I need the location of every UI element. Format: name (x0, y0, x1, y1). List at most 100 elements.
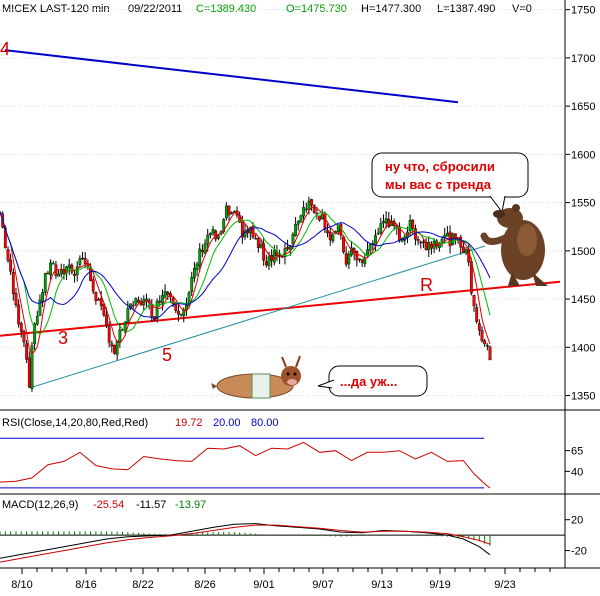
rsi-low-level: 20.00 (213, 417, 241, 429)
candle-body (89, 267, 92, 281)
x-tick-label: 8/16 (75, 579, 96, 591)
candle-body (344, 253, 348, 265)
candle-body (299, 215, 303, 223)
candle-body (443, 234, 447, 238)
candle-body (41, 292, 45, 302)
candle-body (43, 273, 47, 293)
candle-body (107, 326, 111, 343)
candle-body (382, 221, 385, 224)
candle-body (35, 315, 39, 325)
candle-body (408, 220, 412, 231)
label-R: R (420, 275, 433, 295)
macd-title-text: MACD(12,26,9) (2, 499, 78, 511)
candle-body (419, 241, 423, 244)
candle-body (352, 248, 356, 254)
price-tick-label: 1450 (571, 294, 595, 306)
candle-body (81, 257, 84, 260)
candle-body (14, 293, 18, 306)
price-tick-label: 1550 (571, 198, 595, 210)
ma-slow-line (0, 212, 491, 319)
candle-body (445, 233, 449, 237)
candle-body (461, 246, 465, 253)
candle-body (193, 268, 196, 279)
candle-body (304, 208, 308, 211)
candle-body (113, 345, 116, 354)
candle-body (78, 258, 82, 265)
candle-body (230, 212, 234, 215)
macd-line (0, 523, 491, 559)
candle-body (459, 236, 463, 248)
candle-body (286, 247, 290, 250)
rsi-line (0, 441, 491, 489)
rsi-tick-label: 65 (571, 446, 583, 458)
price-tick-label: 1500 (571, 246, 595, 258)
candle-body (70, 264, 74, 273)
candle-body (137, 299, 140, 303)
x-tick-label: 9/07 (312, 579, 333, 591)
candle-body (262, 243, 266, 261)
candle-body (485, 344, 489, 347)
candle-body (312, 205, 316, 213)
candle-body (464, 249, 468, 254)
candle-layer (0, 196, 492, 392)
candle-body (171, 298, 175, 305)
candle-body (190, 276, 194, 292)
tick-layer: 1350 1400 1450 1500 1550 1600 1650 1700 1750 (565, 5, 595, 403)
candle-body (6, 249, 10, 261)
macd-hist-value: -13.97 (175, 499, 206, 511)
candle-body (416, 239, 420, 242)
candle-body (259, 243, 263, 248)
bubble-bottom-text: ...да уж... (340, 374, 397, 389)
candle-body (203, 243, 207, 254)
candle-body (291, 234, 295, 245)
x-tick-label: 9/19 (429, 579, 450, 591)
macd-layer: 20 -20 (0, 515, 587, 563)
candle-body (411, 219, 415, 229)
candle-body (67, 264, 71, 269)
candle-body (198, 248, 202, 266)
ma-layer (0, 206, 491, 354)
candle-body (256, 238, 260, 248)
candle-body (483, 340, 487, 345)
trend-layer (0, 49, 561, 389)
candle-body (264, 261, 268, 266)
candle-body (310, 199, 313, 206)
candle-body (427, 242, 431, 251)
bear-illustration (480, 204, 548, 286)
candle-body (200, 249, 204, 253)
candle-body (272, 250, 276, 263)
candle-body (379, 223, 383, 234)
candle-body (360, 259, 364, 263)
candle-body (227, 205, 231, 216)
candle-body (283, 248, 287, 258)
rsi-title: RSI(Close,14,20,80,Red,Red) 19.72 20.00 … (2, 417, 279, 429)
candle-body (307, 200, 311, 210)
label-5: 5 (162, 345, 172, 365)
price-tick-label: 1700 (571, 53, 595, 65)
candle-body (9, 259, 13, 272)
candle-body (155, 300, 159, 319)
candle-body (475, 307, 479, 322)
candle-body (480, 330, 484, 342)
candle-body (422, 241, 425, 244)
candle-body (83, 258, 87, 264)
header-symbol: MICEX LAST-120 min (2, 3, 110, 15)
candle-body (49, 262, 52, 276)
candle-body (22, 331, 26, 343)
candle-body (216, 235, 220, 239)
candle-body (211, 229, 215, 234)
candle-body (294, 223, 297, 237)
candle-body (368, 244, 372, 251)
candle-body (214, 230, 218, 240)
ma-mid-line (0, 211, 491, 335)
rsi-layer: 40 65 (0, 437, 583, 489)
price-tick-label: 1400 (571, 342, 595, 354)
candle-body (267, 256, 271, 266)
macd-tick-label: -20 (571, 546, 587, 558)
bull-illustration (211, 355, 301, 399)
speech-bubble-top: ну что, сбросили мы вас с тренда (371, 152, 529, 214)
price-tick-label: 1350 (571, 391, 595, 403)
candle-body (33, 323, 37, 345)
price-tick-label: 1650 (571, 101, 595, 113)
candle-body (30, 345, 34, 389)
